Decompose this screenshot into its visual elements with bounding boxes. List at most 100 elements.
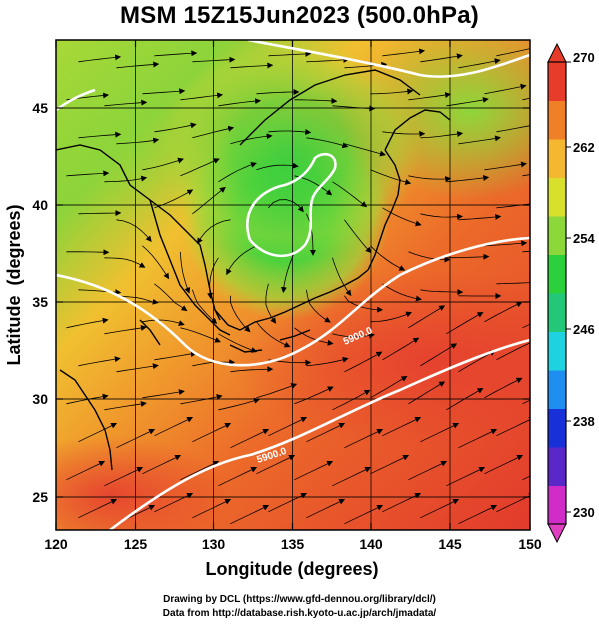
- streamline: [458, 213, 502, 221]
- streamline: [192, 289, 218, 324]
- streamline: [446, 97, 489, 107]
- streamline: [142, 157, 184, 171]
- streamline: [230, 429, 270, 449]
- colorbar-tick-label: 246: [573, 322, 595, 337]
- streamline: [78, 423, 118, 443]
- colorbar-band: [548, 216, 566, 255]
- streamline: [154, 50, 198, 57]
- streamline: [344, 505, 384, 525]
- streamline: [294, 97, 338, 104]
- streamline: [180, 92, 224, 101]
- streamline: [142, 88, 186, 95]
- colorbar-bands: [548, 62, 566, 525]
- streamline: [66, 170, 110, 177]
- streamline: [382, 48, 426, 57]
- x-axis-label: Longitude (degrees): [205, 559, 378, 579]
- colorbar-tick-label: 262: [573, 140, 595, 155]
- y-tick-label: 45: [32, 100, 48, 116]
- streamline: [408, 92, 452, 101]
- streamline: [280, 251, 295, 294]
- streamline: [420, 343, 458, 367]
- streamline: [382, 283, 422, 302]
- streamline: [230, 295, 251, 333]
- streamline: [154, 351, 197, 361]
- streamline: [104, 325, 147, 335]
- wind-streamlines: [66, 48, 530, 525]
- streamline: [484, 377, 523, 399]
- y-axis-label: Latitude (degrees): [4, 204, 24, 365]
- streamline: [306, 499, 346, 519]
- streamline: [344, 351, 383, 373]
- streamline: [446, 388, 484, 411]
- colorbar-tick-label: 230: [573, 505, 595, 520]
- graticule: [56, 40, 530, 530]
- streamline: [192, 186, 226, 215]
- streamline: [370, 245, 406, 271]
- streamline: [256, 89, 300, 95]
- streamline: [484, 301, 523, 323]
- streamline: [344, 295, 384, 313]
- streamline: [226, 245, 257, 276]
- streamline: [306, 137, 349, 149]
- streamline: [207, 257, 219, 299]
- streamline: [230, 505, 270, 525]
- streamline: [458, 505, 498, 525]
- streamline: [268, 199, 304, 213]
- streamline: [268, 417, 308, 437]
- streamline: [306, 423, 346, 443]
- streamline: [116, 363, 159, 373]
- streamline: [104, 175, 148, 183]
- colorbar-band: [548, 485, 566, 525]
- streamline: [496, 48, 530, 57]
- streamline: [180, 394, 223, 405]
- colorbar-frame: [547, 61, 567, 525]
- streamline: [344, 219, 372, 254]
- streamline: [180, 461, 220, 481]
- streamline: [230, 366, 274, 373]
- colorbar-band: [548, 447, 566, 486]
- streamline: [332, 389, 371, 411]
- streamline: [332, 105, 376, 112]
- streamline: [332, 332, 375, 339]
- streamline: [496, 417, 530, 437]
- streamline: [78, 210, 122, 217]
- y-tick-label: 35: [32, 294, 48, 310]
- streamline: [116, 429, 156, 449]
- streamline: [484, 161, 527, 171]
- streamline: [218, 162, 257, 183]
- x-tick-label: 120: [44, 536, 68, 552]
- streamline: [458, 429, 498, 449]
- streamline: [484, 83, 527, 95]
- streamline: [104, 401, 147, 411]
- streamline: [78, 356, 121, 367]
- streamline: [496, 203, 530, 209]
- streamline: [484, 240, 528, 247]
- colorbar-top-triangle: [547, 42, 567, 63]
- streamline: [522, 475, 530, 481]
- streamline: [142, 319, 185, 326]
- streamline: [382, 493, 422, 513]
- streamline: [420, 289, 464, 296]
- streamline: [484, 455, 524, 475]
- streamline: [180, 158, 220, 177]
- streamline: [154, 189, 194, 209]
- colorbar-bottom-triangle: [547, 523, 567, 544]
- streamline: [180, 327, 221, 343]
- x-tick-label: 135: [281, 536, 305, 552]
- streamline: [496, 125, 530, 133]
- streamline: [344, 143, 386, 157]
- colorbar-band: [548, 62, 566, 101]
- streamline: [66, 461, 106, 481]
- streamline: [496, 340, 530, 361]
- streamline: [332, 257, 352, 297]
- x-tick-label: 130: [202, 536, 226, 552]
- streamline: [256, 321, 291, 348]
- streamline: [370, 169, 412, 185]
- streamline: [382, 130, 426, 137]
- streamline: [180, 251, 191, 294]
- streamline: [306, 356, 349, 367]
- streamline: [256, 455, 296, 475]
- streamline: [78, 131, 122, 139]
- streamline: [370, 88, 414, 95]
